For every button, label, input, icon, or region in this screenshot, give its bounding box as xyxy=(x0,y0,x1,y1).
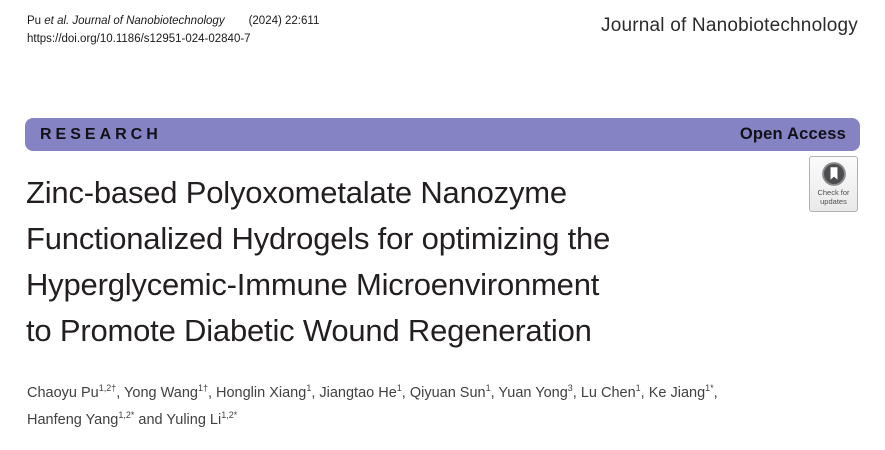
title-line: Functionalized Hydrogels for optimizing … xyxy=(26,221,611,256)
author-name: Qiyuan Sun1, xyxy=(409,383,499,401)
author-name: Lu Chen1, xyxy=(580,383,649,401)
doi-link[interactable]: https://doi.org/10.1186/s12951-024-02840… xyxy=(27,33,251,45)
article-title: Zinc-based Polyoxometalate Nanozyme Func… xyxy=(26,170,796,354)
citation-line: Pu et al. Journal of Nanobiotechnology (2… xyxy=(27,12,319,30)
author-affiliation-sup: 1,2† xyxy=(98,383,117,394)
author-name: Honglin Xiang1, xyxy=(216,383,320,401)
author-affiliation-sup: 3 xyxy=(567,383,573,394)
title-line: to Promote Diabetic Wound Regeneration xyxy=(26,313,592,348)
citation-journal-italic: et al. Journal of Nanobiotechnology xyxy=(44,15,225,27)
author-name: Yong Wang1†, xyxy=(124,383,217,401)
author-affiliation-sup: 1† xyxy=(197,383,208,394)
author-affiliation-sup: 1 xyxy=(635,383,641,394)
author-name: Yuling Li1,2* xyxy=(166,410,238,428)
author-affiliation-sup: 1,2* xyxy=(118,410,135,421)
title-line: Hyperglycemic-Immune Microenvironment xyxy=(26,267,600,302)
author-affiliation-sup: 1 xyxy=(485,383,491,394)
citation-block: Pu et al. Journal of Nanobiotechnology (2… xyxy=(27,12,319,48)
author-affiliation-sup: 1 xyxy=(396,383,402,394)
citation-issue: (2024) 22:611 xyxy=(248,15,320,27)
title-line: Zinc-based Polyoxometalate Nanozyme xyxy=(26,175,567,210)
author-affiliation-sup: 1,2* xyxy=(221,410,238,421)
authors-block: Chaoyu Pu1,2†, Yong Wang1†, Honglin Xian… xyxy=(27,380,857,434)
author-name: Hanfeng Yang1,2* and xyxy=(27,410,167,428)
author-name: Chaoyu Pu1,2†, xyxy=(27,383,125,401)
author-affiliation-sup: 1 xyxy=(306,383,312,394)
check-for-updates-badge[interactable]: Check for updates xyxy=(809,156,858,212)
check-badge-line2: updates xyxy=(820,197,847,206)
check-badge-line1: Check for xyxy=(817,188,850,197)
check-badge-text: Check for updates xyxy=(817,188,849,206)
journal-name: Journal of Nanobiotechnology xyxy=(601,15,858,36)
author-name: Yuan Yong3, xyxy=(498,383,581,401)
author-affiliation-sup: 1* xyxy=(705,383,714,394)
open-access-label: Open Access xyxy=(739,125,846,143)
doi-line: https://doi.org/10.1186/s12951-024-02840… xyxy=(27,30,319,48)
author-name: Jiangtao He1, xyxy=(319,383,410,401)
crossmark-bookmark-icon xyxy=(821,162,846,186)
author-name: Ke Jiang1*, xyxy=(648,383,718,401)
section-label: RESEARCH xyxy=(40,125,162,143)
citation-author: Pu xyxy=(27,15,42,27)
authors-line-2: Hanfeng Yang1,2* and Yuling Li1,2* xyxy=(27,407,857,434)
authors-line-1: Chaoyu Pu1,2†, Yong Wang1†, Honglin Xian… xyxy=(27,380,857,407)
section-banner: RESEARCH Open Access xyxy=(25,118,860,151)
